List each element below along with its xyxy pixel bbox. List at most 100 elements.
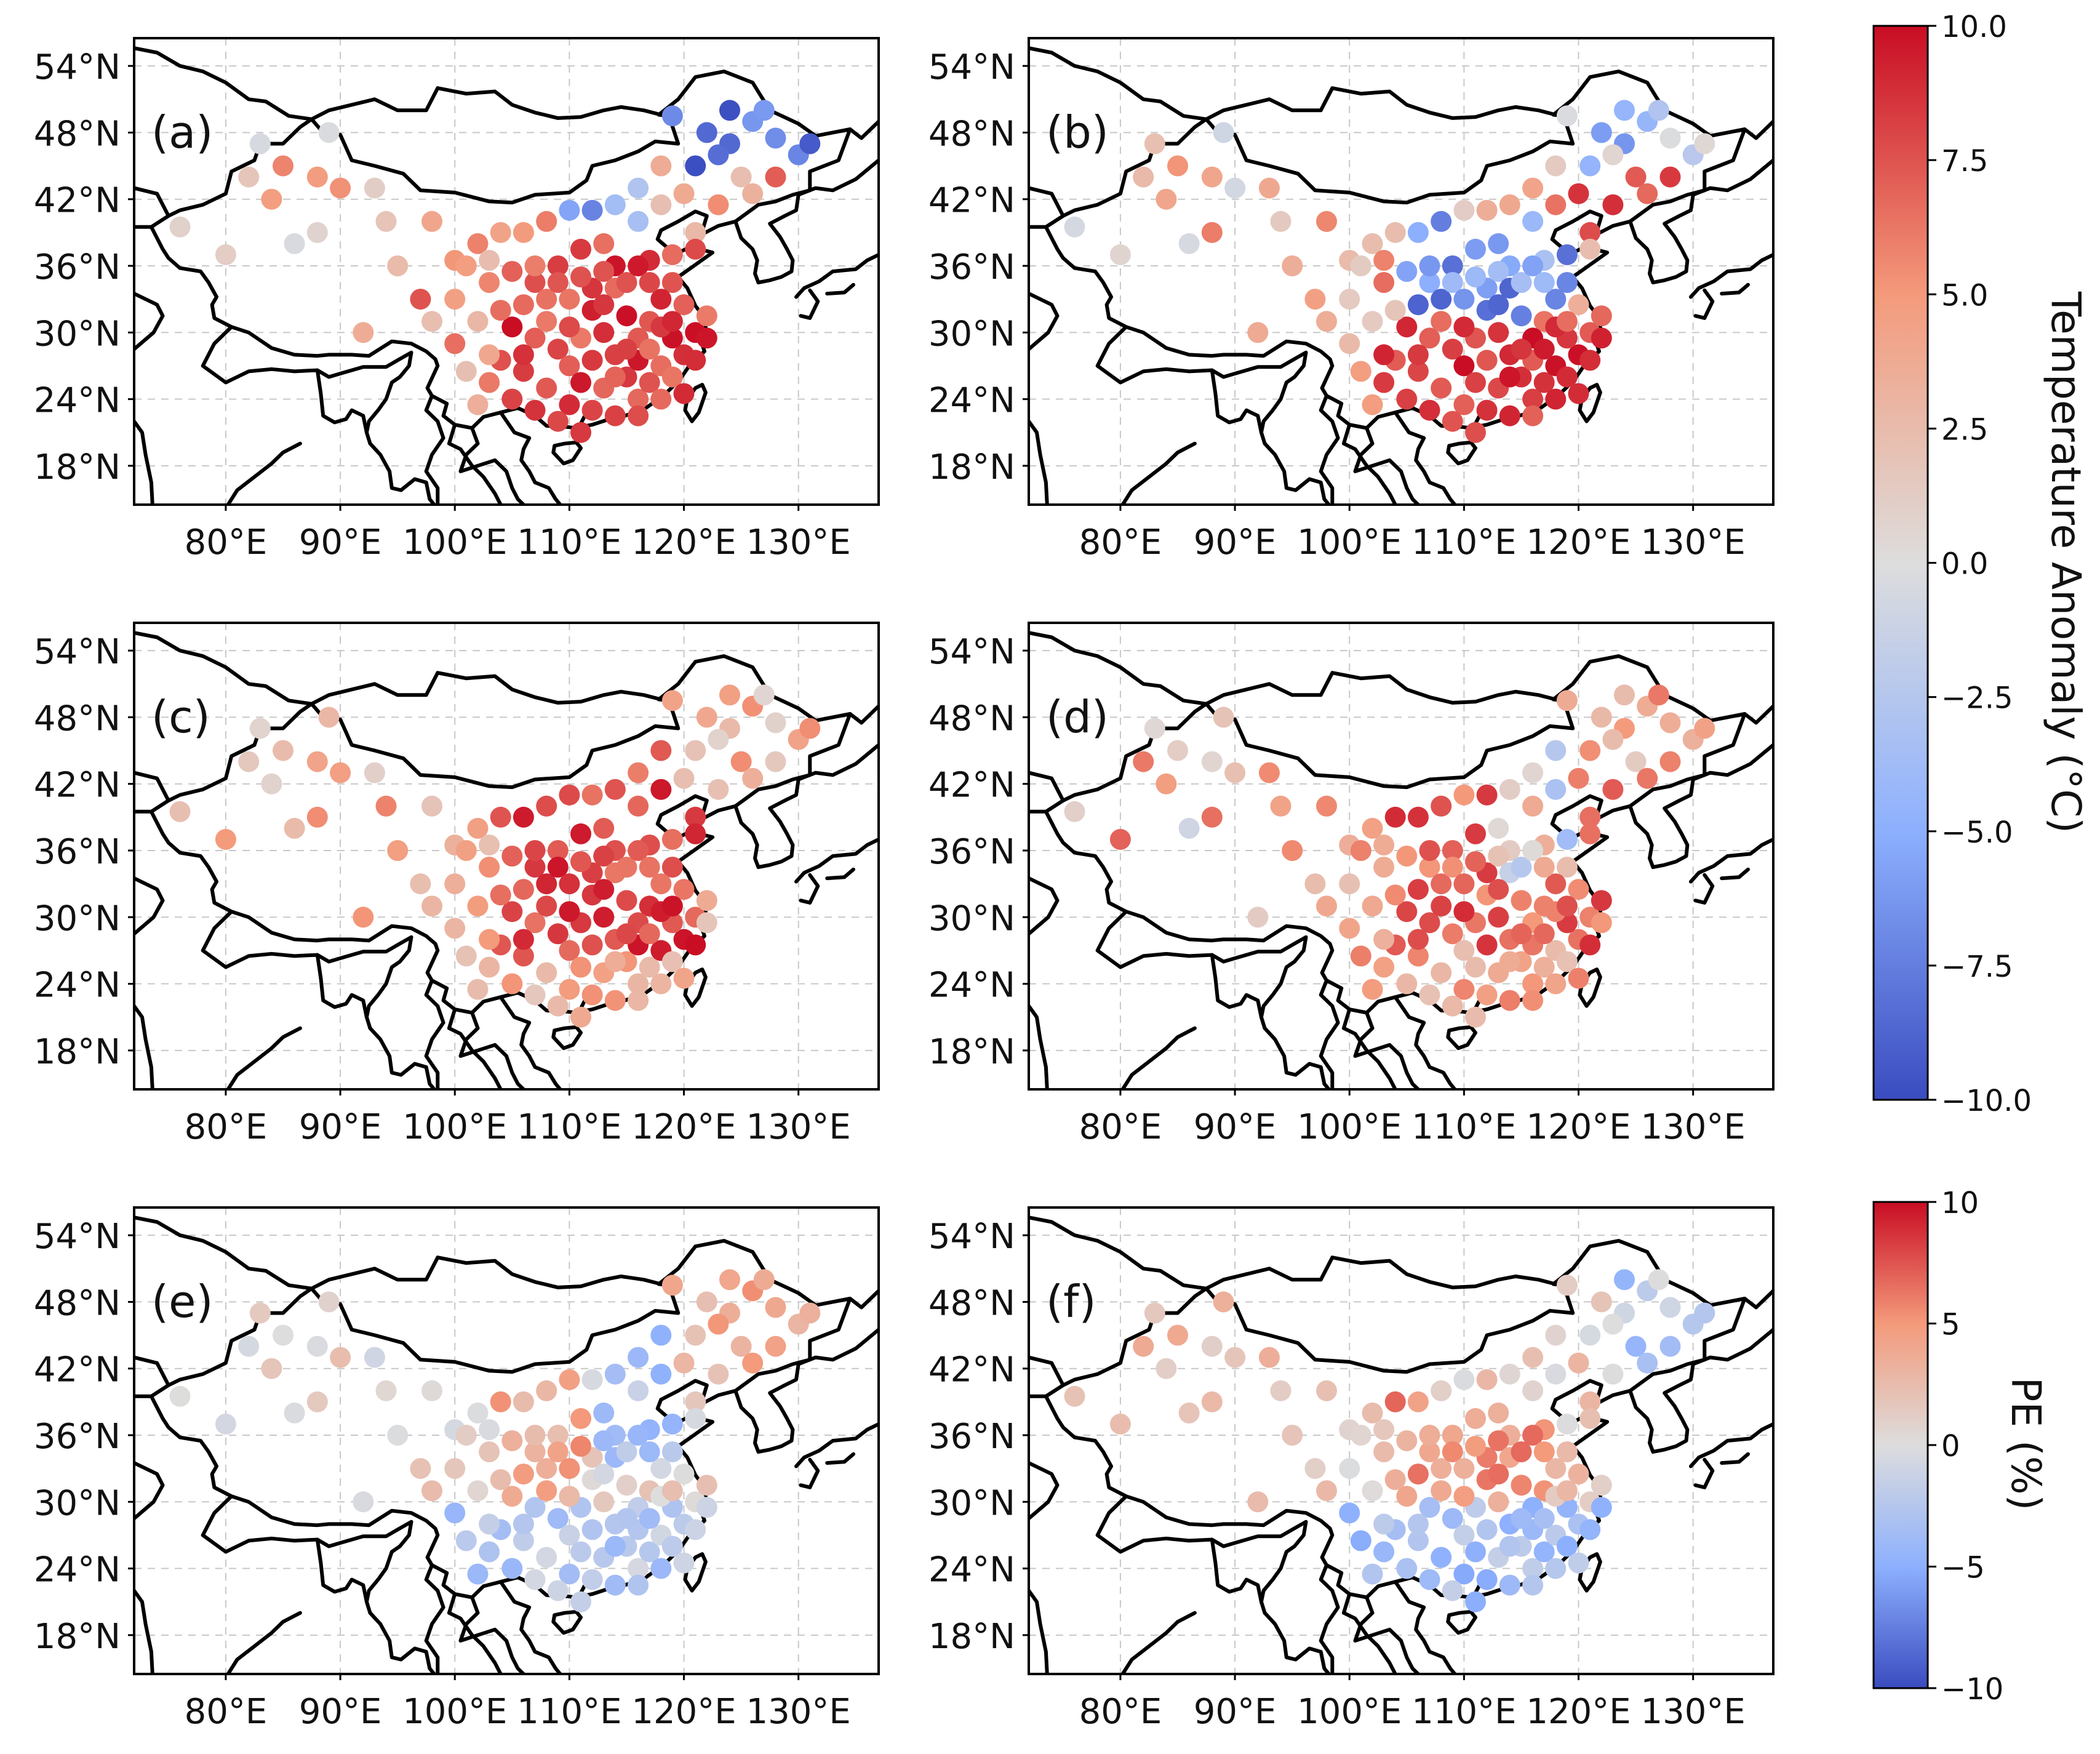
station-dot [444,289,466,310]
station-dot [1316,895,1337,917]
lat-tick-label: 48°N [928,1283,1015,1323]
station-dot [1407,1464,1429,1485]
station-dot [1694,133,1715,154]
station-dot [1499,779,1520,800]
station-dot [661,1480,683,1502]
station-dot [330,1347,351,1368]
station-dot [513,945,534,967]
station-dot [1556,1536,1578,1557]
colorbar-tick-label: −2.5 [1941,681,2013,716]
boundary-line [1029,186,1065,218]
boundary-line [1691,1328,1773,1366]
station-dot [1488,879,1509,900]
station-dot [650,873,672,895]
station-dot [1442,840,1463,861]
station-dot [661,1441,683,1462]
station-dot [524,255,546,276]
station-dot [1282,255,1303,276]
boundary-line [309,1255,663,1291]
station-dot [559,1369,580,1390]
station-dot [1499,1536,1520,1557]
station-dot [1316,1480,1337,1502]
station-dot [1339,1458,1360,1480]
station-dot [650,1363,672,1385]
station-dot [570,823,591,844]
station-dot [708,144,729,166]
station-dot [479,956,500,978]
station-dot [467,895,489,917]
station-dot [1659,712,1681,734]
station-dot [490,222,511,243]
station-dot [1556,951,1578,972]
colorbar-tick-label: 0.0 [1941,547,1988,582]
lat-tick-label: 36°N [928,832,1015,872]
station-dot [1522,840,1544,861]
station-dot [1419,1425,1440,1446]
station-dot [524,840,546,861]
station-dot [616,338,637,360]
boundary-line [134,1588,154,1674]
lon-tick-label: 120°E [631,1692,736,1732]
boundary-line [226,1026,302,1089]
station-dot [1373,1541,1395,1563]
station-dot [1591,122,1612,143]
station-dot [1602,1313,1624,1335]
station-dot [639,372,660,393]
lat-tick-label: 54°N [928,47,1015,87]
boundary-line [201,910,413,1030]
station-dot [1442,255,1463,276]
lon-tick-label: 80°E [185,523,268,563]
station-dot [661,311,683,332]
station-dot [1476,199,1498,221]
station-dot [1545,1458,1567,1480]
boundary-line [447,1007,503,1089]
boundary-line [134,46,314,121]
boundary-line [1120,1611,1197,1674]
station-dot [1511,1475,1532,1496]
station-dot [1488,1430,1509,1451]
station-dot [1602,194,1624,215]
station-dot [1625,1336,1647,1357]
station-dot [604,779,626,800]
station-dot [696,707,717,728]
boundary-line [134,771,170,803]
station-dot [661,690,683,711]
station-dot [249,1302,271,1324]
station-dot [547,338,569,360]
lat-tick-label: 24°N [928,381,1015,421]
station-dot [1407,806,1429,828]
boundary-line [134,876,165,936]
station-dot [581,784,603,806]
lon-tick-label: 90°E [299,1692,382,1732]
station-dot [410,289,431,310]
station-dot [524,272,546,293]
station-dot [661,105,683,127]
station-dot [685,238,706,260]
station-dot [513,344,534,366]
station-dot [364,1347,385,1368]
station-dot [628,177,649,199]
station-dot [1579,1519,1601,1540]
station-dot [547,840,569,861]
station-dot [1133,1336,1154,1357]
station-dot [685,155,706,177]
boundary-line [799,1457,820,1489]
lon-tick-label: 110°E [517,1692,621,1732]
station-dot [467,817,489,839]
station-dot [1270,210,1292,232]
station-dot [1362,394,1383,415]
boundary-line [733,777,800,869]
station-dot [1407,945,1429,967]
boundary-line [1743,119,1773,140]
boundary-line [458,1595,525,1674]
station-dot [547,255,569,276]
station-dot [696,305,717,327]
station-dot [444,333,466,354]
station-dot [1591,890,1612,911]
lat-tick-label: 36°N [34,832,121,872]
station-dot [1431,1380,1452,1401]
station-dot [708,1313,729,1335]
boundary-line [458,426,525,505]
boundary-line [134,186,170,218]
station-dot [673,967,695,989]
